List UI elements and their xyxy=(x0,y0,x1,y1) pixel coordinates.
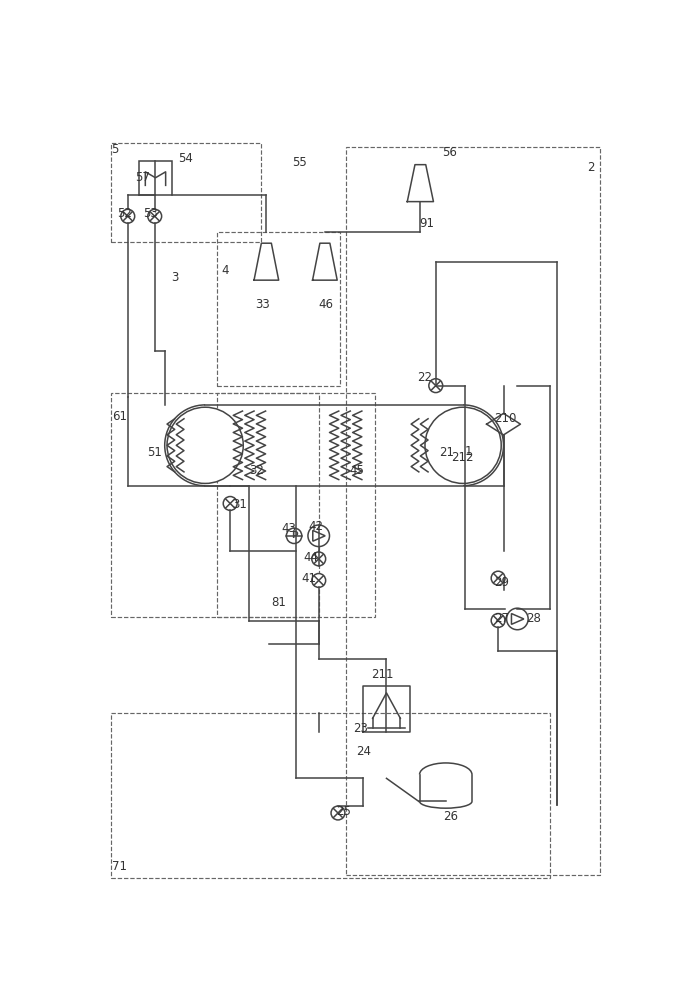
Circle shape xyxy=(312,552,325,566)
Text: 53: 53 xyxy=(143,207,158,220)
Text: 42: 42 xyxy=(308,520,323,533)
Bar xyxy=(111,393,319,617)
Text: 23: 23 xyxy=(354,722,368,735)
Text: 51: 51 xyxy=(147,446,162,459)
Circle shape xyxy=(506,608,528,630)
Circle shape xyxy=(167,407,244,483)
Text: 45: 45 xyxy=(350,464,365,477)
Circle shape xyxy=(121,209,135,223)
Text: 44: 44 xyxy=(303,551,319,564)
Circle shape xyxy=(491,614,505,627)
Bar xyxy=(217,393,375,617)
Circle shape xyxy=(331,806,345,820)
Text: 25: 25 xyxy=(336,805,350,818)
Bar xyxy=(217,232,341,386)
Circle shape xyxy=(425,407,502,483)
Text: 29: 29 xyxy=(494,576,509,588)
Circle shape xyxy=(491,571,505,585)
Text: 91: 91 xyxy=(419,217,434,230)
Bar xyxy=(111,143,261,242)
Text: 21: 21 xyxy=(439,446,454,459)
Text: 33: 33 xyxy=(255,298,270,311)
Text: 212: 212 xyxy=(451,451,473,464)
Text: 210: 210 xyxy=(494,412,517,425)
Text: 55: 55 xyxy=(292,156,307,169)
Circle shape xyxy=(223,497,237,510)
Text: 52: 52 xyxy=(117,207,132,220)
Text: 43: 43 xyxy=(282,522,297,535)
Text: 5: 5 xyxy=(111,143,118,156)
Bar xyxy=(345,147,600,875)
Text: 57: 57 xyxy=(136,171,151,184)
Text: 56: 56 xyxy=(442,146,457,159)
Text: 28: 28 xyxy=(526,612,541,625)
Text: 2: 2 xyxy=(587,161,594,174)
Text: 71: 71 xyxy=(112,860,127,873)
Text: 61: 61 xyxy=(112,410,127,423)
Text: 211: 211 xyxy=(371,668,394,681)
Text: 4: 4 xyxy=(222,264,229,277)
Text: 3: 3 xyxy=(171,271,178,284)
Bar xyxy=(111,713,550,878)
Circle shape xyxy=(429,379,442,393)
Text: 31: 31 xyxy=(233,498,248,512)
Text: 32: 32 xyxy=(250,464,264,477)
Text: 81: 81 xyxy=(271,596,286,609)
Text: 54: 54 xyxy=(179,152,193,165)
Bar xyxy=(138,161,173,195)
Circle shape xyxy=(308,525,330,547)
Circle shape xyxy=(148,209,162,223)
Text: 26: 26 xyxy=(444,810,458,823)
Text: P: P xyxy=(291,531,297,540)
Text: 27: 27 xyxy=(494,612,509,625)
Circle shape xyxy=(312,574,325,587)
Text: 41: 41 xyxy=(302,572,316,585)
Text: 22: 22 xyxy=(418,371,432,384)
Text: 1: 1 xyxy=(465,445,473,458)
Circle shape xyxy=(286,528,302,544)
Text: 46: 46 xyxy=(319,298,334,311)
Text: 24: 24 xyxy=(356,745,371,758)
